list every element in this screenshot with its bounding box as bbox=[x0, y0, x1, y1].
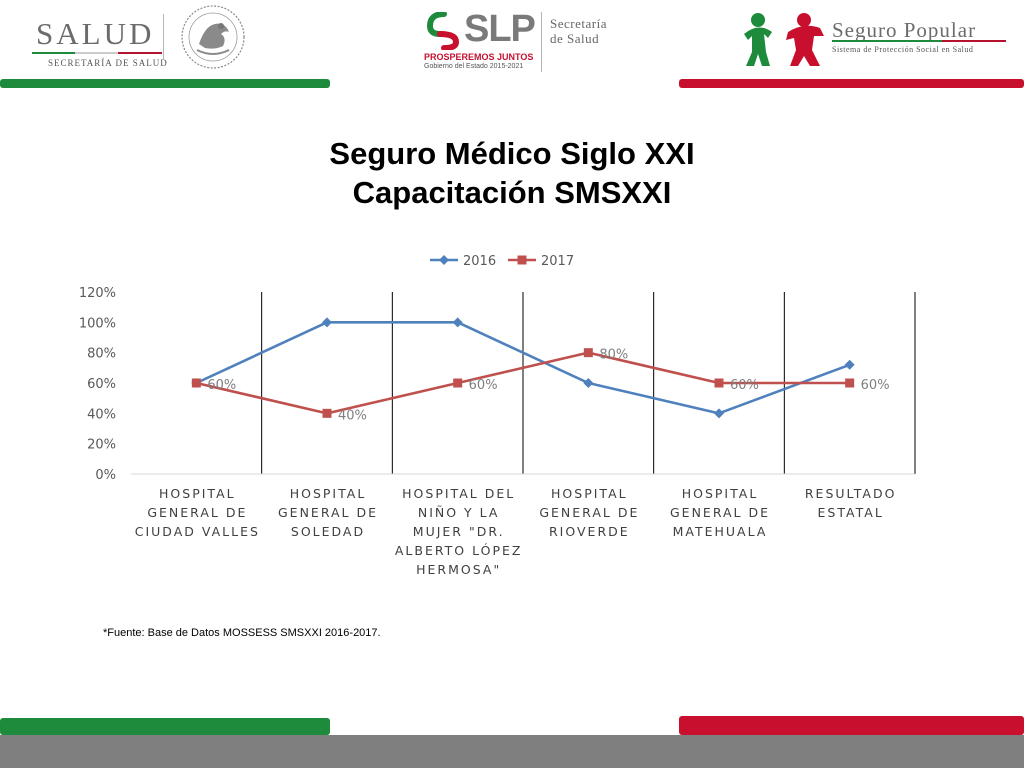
slide-header: SALUD SECRETARÍA DE SALUD SLP PROSPEREMO… bbox=[0, 0, 1024, 90]
secretaria-line-2: de Salud bbox=[550, 31, 600, 46]
line-chart: 2016 2017 0% 20% 40% 60% 80% 100% 120% HOSPITAL… bbox=[79, 254, 916, 577]
salud-logo-subtitle: SECRETARÍA DE SALUD bbox=[48, 58, 168, 68]
legend-label: 2016 bbox=[463, 254, 496, 269]
x-category-label: HOSPITAL bbox=[159, 486, 236, 501]
x-category-label: SOLEDAD bbox=[291, 524, 365, 539]
seguro-popular-line bbox=[832, 40, 1006, 42]
seguro-popular-subtitle: Sistema de Protección Social en Salud bbox=[832, 45, 974, 54]
secretaria-de-salud-label: Secretaría de Salud bbox=[550, 16, 607, 46]
header-divider bbox=[163, 14, 164, 60]
data-point-2017 bbox=[583, 348, 593, 358]
data-label-2017: 60% bbox=[469, 378, 498, 393]
legend-marker-square bbox=[517, 255, 527, 265]
mexican-eagle-seal-icon bbox=[181, 5, 245, 69]
data-point-2016 bbox=[583, 378, 594, 388]
series-line-2016 bbox=[195, 321, 851, 415]
data-point-2017 bbox=[322, 408, 332, 418]
data-point-2017 bbox=[845, 378, 855, 388]
x-axis-categories: HOSPITAL GENERAL DE CIUDAD VALLES HOSPITAL G… bbox=[135, 486, 897, 577]
x-category-label: ALBERTO LÓPEZ bbox=[395, 543, 523, 558]
legend-marker-diamond bbox=[439, 255, 449, 265]
data-label-2017: 60% bbox=[730, 378, 759, 393]
x-category-label: RIOVERDE bbox=[549, 524, 630, 539]
data-point-2016 bbox=[714, 408, 724, 419]
y-tick-label: 80% bbox=[87, 347, 116, 362]
salud-tricolor-line bbox=[32, 52, 162, 54]
salud-logo-title: SALUD bbox=[36, 16, 155, 51]
bottom-red-bar bbox=[679, 716, 1024, 735]
data-label-2017: 40% bbox=[338, 408, 367, 423]
y-tick-label: 0% bbox=[95, 468, 116, 483]
footer-gray-band bbox=[0, 735, 1024, 768]
secretaria-line-1: Secretaría bbox=[550, 16, 607, 31]
x-category-label: CIUDAD VALLES bbox=[135, 524, 260, 539]
bottom-green-bar bbox=[0, 718, 330, 735]
salud-logo: SALUD SECRETARÍA DE SALUD bbox=[14, 10, 167, 68]
x-category-label: GENERAL DE bbox=[147, 505, 247, 520]
data-point-2016 bbox=[322, 317, 332, 328]
seguro-popular-figures-icon bbox=[744, 13, 824, 66]
y-axis-ticks: 0% 20% 40% 60% 80% 100% 120% bbox=[79, 286, 116, 483]
slp-logo: SLP PROSPEREMOS JUNTOS Gobierno del Esta… bbox=[424, 8, 624, 76]
x-category-label: HERMOSA" bbox=[416, 562, 501, 577]
x-category-label: NIÑO Y LA bbox=[418, 505, 500, 520]
y-tick-label: 60% bbox=[87, 377, 116, 392]
top-green-bar bbox=[0, 79, 330, 88]
top-red-bar bbox=[679, 79, 1024, 88]
data-label-2017: 60% bbox=[861, 378, 890, 393]
data-point-2016 bbox=[844, 359, 855, 370]
x-category-label: ESTATAL bbox=[818, 505, 884, 520]
y-tick-label: 40% bbox=[87, 407, 116, 422]
legend-label: 2017 bbox=[541, 254, 574, 269]
x-category-label: RESULTADO bbox=[805, 486, 897, 501]
chart-series bbox=[191, 317, 855, 419]
x-category-label: HOSPITAL bbox=[682, 486, 759, 501]
slide-title-line-2: Capacitación SMSXXI bbox=[352, 175, 672, 210]
slp-swirl-icon bbox=[426, 12, 460, 50]
slp-tagline: PROSPEREMOS JUNTOS bbox=[424, 52, 534, 62]
slp-divider bbox=[541, 12, 542, 72]
x-category-label: GENERAL DE bbox=[278, 505, 378, 520]
series-line-2017 bbox=[196, 351, 850, 415]
data-point-2017 bbox=[191, 378, 201, 388]
y-tick-label: 120% bbox=[79, 286, 116, 301]
x-category-label: HOSPITAL DEL bbox=[402, 486, 515, 501]
x-category-label: GENERAL DE bbox=[539, 505, 639, 520]
data-point-2016 bbox=[452, 317, 463, 328]
data-label-2017: 60% bbox=[207, 378, 236, 393]
chart-legend: 2016 2017 bbox=[430, 254, 574, 269]
data-label-2017: 80% bbox=[599, 348, 628, 363]
y-tick-label: 20% bbox=[87, 438, 116, 453]
slp-logo-title: SLP bbox=[464, 8, 536, 50]
x-category-label: MATEHUALA bbox=[673, 524, 768, 539]
x-category-label: HOSPITAL bbox=[551, 486, 628, 501]
data-point-2017 bbox=[714, 378, 724, 388]
source-note: *Fuente: Base de Datos MOSSESS SMSXXI 20… bbox=[103, 627, 381, 639]
x-category-label: MUJER "DR. bbox=[413, 524, 505, 539]
slp-gobierno-text: Gobierno del Estado 2015-2021 bbox=[424, 63, 524, 70]
x-category-label: HOSPITAL bbox=[290, 486, 367, 501]
x-category-label: GENERAL DE bbox=[670, 505, 770, 520]
seguro-popular-title: Seguro Popular bbox=[832, 18, 977, 42]
data-point-2017 bbox=[453, 378, 463, 388]
data-labels: 60% 40% 60% 80% 60% 60% bbox=[207, 348, 889, 424]
slide-title-line-1: Seguro Médico Siglo XXI bbox=[329, 136, 695, 171]
y-tick-label: 100% bbox=[79, 316, 116, 331]
